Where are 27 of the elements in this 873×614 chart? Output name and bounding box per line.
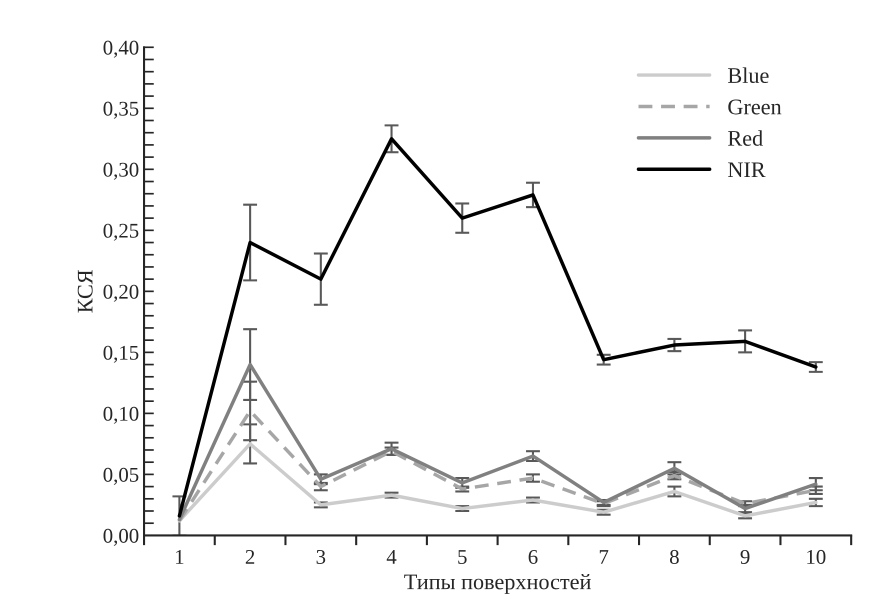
y-tick-label: 0,05 [104,468,138,485]
x-tick-label: 9 [740,550,750,564]
y-tick-label: 0,15 [104,346,138,363]
legend-label: Green [728,100,782,114]
x-tick-label: 2 [246,550,254,564]
legend-label: Blue [728,67,769,84]
x-tick-label: 7 [600,550,608,564]
x-tick-label: 8 [670,550,679,564]
y-tick-label: 0,25 [104,224,138,241]
legend-label: Red [728,130,763,146]
legend-label: NIR [728,162,766,178]
x-tick-label: 10 [807,550,826,564]
y-tick-label: 0,30 [104,162,138,180]
y-tick-label: 0,00 [104,528,138,546]
line-series [178,362,818,522]
x-axis-title: Типы поверхностей [404,574,591,594]
y-tick-label: 0,35 [104,102,138,119]
y-tick-label: 0,40 [104,40,138,58]
x-tick-label: 3 [316,550,326,564]
x-tick-label: 5 [458,550,467,564]
y-tick-label: 0,10 [104,406,138,424]
y-tick-label: 0,20 [104,284,138,302]
x-tick-label: 4 [386,550,396,564]
y-axis-title: КСЯ [78,270,93,313]
x-tick-label: 6 [528,550,538,564]
line-series [178,442,818,522]
x-tick-label: 1 [176,550,184,564]
